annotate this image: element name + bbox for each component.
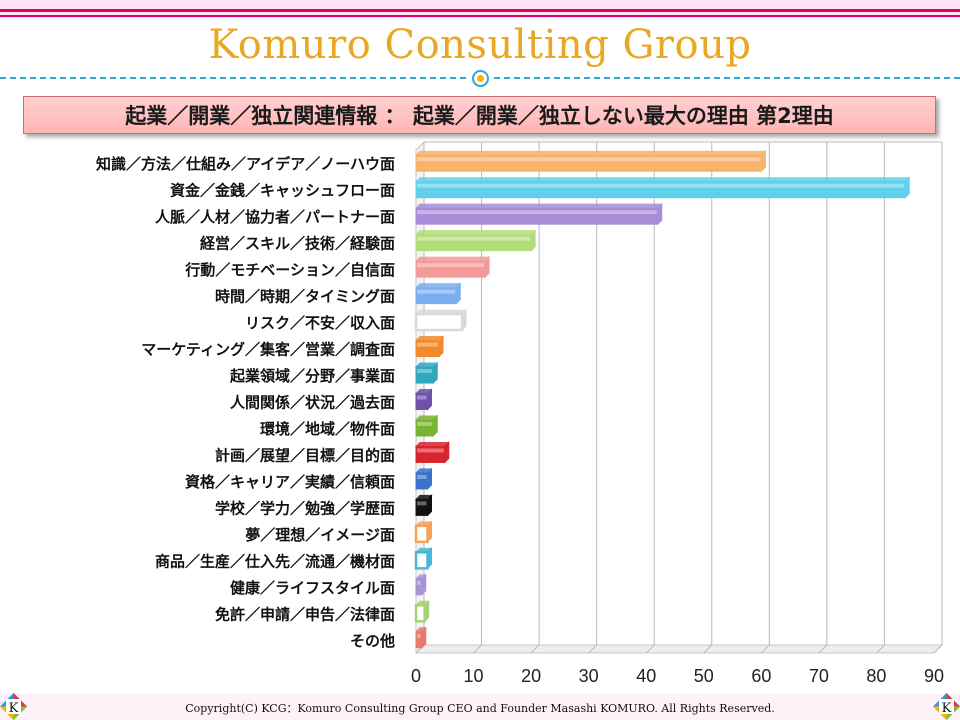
- category-label: 知識／方法／仕組み／アイデア／ノーハウ面: [96, 155, 395, 173]
- category-label: 経営／スキル／技術／経験面: [200, 235, 395, 253]
- x-tick-label: 80: [866, 666, 886, 686]
- bar-end: [427, 467, 433, 491]
- gridline-foot: [760, 644, 770, 654]
- bar-highlight: [417, 395, 427, 400]
- category-label: 計画／展望／目標／目的面: [215, 446, 395, 464]
- bar-top: [414, 230, 537, 236]
- category-label: 免許／申請／申告／法律面: [215, 605, 395, 623]
- x-tick-label: 20: [521, 666, 541, 686]
- chart-floor: [414, 644, 944, 654]
- bar-end: [421, 626, 427, 649]
- bar-top: [414, 150, 767, 156]
- category-label: 行動／モチベーション／自信面: [184, 261, 395, 279]
- bar: [414, 312, 464, 332]
- bar-end: [530, 229, 536, 252]
- category-label: 商品／生産／仕入先／流通／機材面: [155, 552, 395, 570]
- bar-highlight: [417, 183, 905, 188]
- bar-end: [455, 282, 461, 305]
- x-tick-label: 0: [411, 666, 421, 686]
- bar-highlight: [417, 501, 427, 506]
- topic-banner: 起業／開業／独立関連情報 ： 起業／開業／独立しない最大の理由 第2理由: [23, 96, 936, 134]
- bar-end: [424, 600, 430, 623]
- x-tick-label: 50: [694, 666, 714, 686]
- bar-highlight: [417, 474, 427, 479]
- category-label: リスク／不安／収入面: [245, 314, 395, 332]
- bar-end: [427, 547, 433, 570]
- bar-top: [414, 283, 462, 289]
- gridline-foot: [588, 644, 598, 654]
- divider-ring-icon: [472, 70, 489, 87]
- gridline-foot: [933, 644, 943, 654]
- bar-end: [432, 414, 438, 438]
- category-label: 健康／ライフスタイル面: [230, 579, 395, 597]
- gridline-foot: [645, 644, 655, 654]
- bar-highlight: [417, 421, 433, 426]
- bar-top: [414, 256, 491, 262]
- bar-highlight: [417, 210, 657, 215]
- copyright-text: Copyright(C) KCG：Komuro Consulting Group…: [185, 702, 775, 715]
- category-label: 起業領域／分野／事業面: [229, 367, 395, 385]
- x-tick-label: 90: [924, 666, 944, 686]
- bar-end: [427, 520, 433, 544]
- divider-left: [0, 77, 466, 79]
- bar-top: [414, 203, 663, 209]
- x-tick-label: 30: [579, 666, 599, 686]
- gridline-foot: [530, 644, 540, 654]
- bar-highlight: [417, 342, 439, 347]
- bar-end: [444, 441, 450, 464]
- category-label: 学校／学力／勉強／学歴面: [215, 499, 395, 517]
- category-label: 人脈／人材／協力者／パートナー面: [155, 208, 395, 226]
- top-rule-thin: [0, 15, 960, 17]
- kcg-logo-right: K: [933, 693, 960, 720]
- bar: [414, 524, 429, 544]
- category-label: 人間関係／状況／過去面: [230, 394, 395, 412]
- page-title: Komuro Consulting Group: [208, 22, 752, 68]
- divider-right: [494, 77, 960, 79]
- bar-end: [657, 202, 663, 226]
- category-label: マーケティング／集客／営業／調査面: [141, 341, 395, 359]
- bar: [414, 551, 429, 570]
- bar-top: [414, 177, 911, 183]
- gridline-foot: [818, 644, 828, 654]
- gridline-foot: [473, 644, 482, 654]
- category-label: 資格／キャリア／実績／信頼面: [185, 473, 395, 491]
- logo-letter: K: [942, 701, 952, 716]
- bar-highlight: [417, 633, 421, 638]
- x-tick-label: 40: [636, 666, 656, 686]
- bar-highlight: [417, 289, 456, 294]
- bar-highlight: [417, 580, 421, 585]
- category-label: その他: [350, 632, 395, 650]
- bar-highlight: [417, 157, 761, 162]
- bar-end: [484, 255, 490, 279]
- x-tick-label: 10: [464, 666, 484, 686]
- bar-end: [461, 308, 467, 332]
- category-label: 資金／金銭／キャッシュフロー面: [170, 182, 395, 200]
- bar-highlight: [417, 369, 433, 374]
- bar-end: [427, 388, 433, 411]
- x-tick-label: 60: [751, 666, 771, 686]
- category-label: 環境／地域／物件面: [260, 420, 395, 438]
- logo-letter: K: [9, 701, 19, 716]
- bar-end: [421, 573, 427, 597]
- bar: [414, 604, 426, 623]
- bar-highlight: [417, 236, 531, 241]
- bar-highlight: [417, 263, 485, 268]
- bar-end: [760, 150, 766, 173]
- bar-end: [904, 176, 910, 199]
- bar-top: [414, 441, 450, 447]
- bar-end: [438, 335, 444, 358]
- kcg-logo-left: K: [0, 693, 27, 720]
- footer-band: [0, 694, 960, 720]
- top-rule: [0, 9, 960, 12]
- bar-end: [427, 494, 433, 517]
- gridline-foot: [876, 644, 885, 654]
- category-label: 時間／時期／タイミング面: [215, 288, 395, 306]
- bar-end: [432, 361, 438, 385]
- bar-highlight: [417, 448, 444, 453]
- gridline-foot: [703, 644, 713, 654]
- x-tick-label: 70: [809, 666, 829, 686]
- category-label: 夢／理想／イメージ面: [245, 526, 395, 544]
